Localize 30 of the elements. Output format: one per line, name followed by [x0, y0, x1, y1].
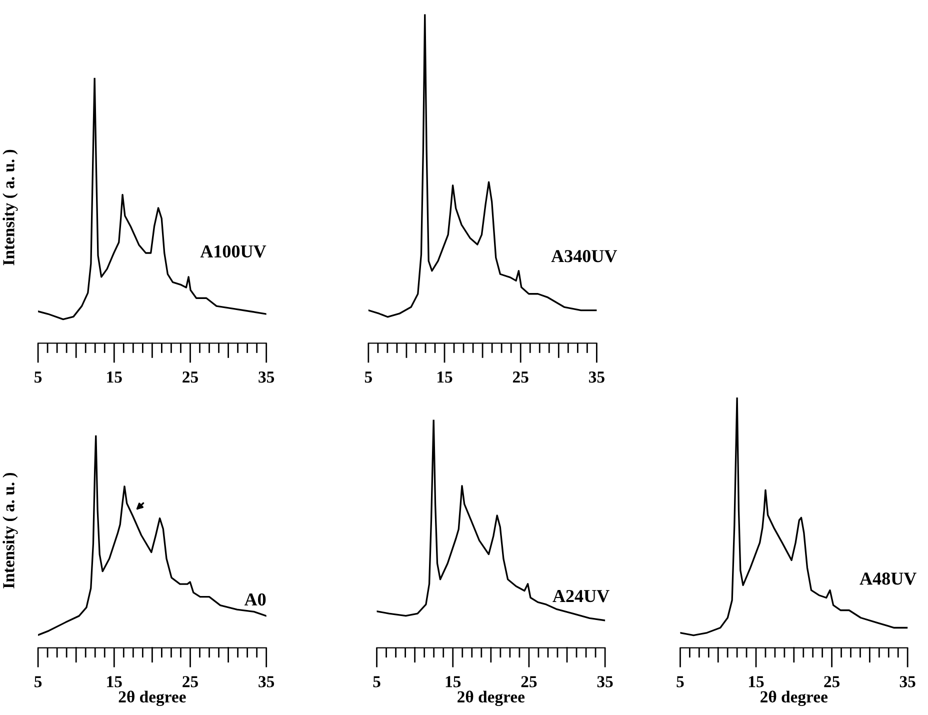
series-label: A0: [244, 593, 266, 606]
x-tick-label: 25: [182, 372, 198, 383]
x-tick-label: 25: [521, 676, 537, 688]
x-tick-label: 25: [512, 372, 528, 383]
x-tick-label: 35: [258, 372, 274, 383]
x-tick-label: 15: [446, 676, 461, 688]
x-tick-label: 5: [34, 372, 42, 383]
x-tick-label: 15: [107, 676, 122, 688]
y-axis-title: Intensity ( a. u. ): [2, 150, 18, 266]
x-tick-label: 5: [34, 676, 42, 688]
x-tick-label: 15: [749, 676, 764, 688]
series-label: A340UV: [551, 250, 618, 262]
x-axis-title: 2θ degree: [760, 690, 828, 706]
x-tick-label: 15: [107, 372, 122, 383]
x-tick-label: 25: [824, 676, 840, 688]
x-tick-label: 5: [676, 676, 684, 688]
x-tick-label: 5: [373, 676, 380, 688]
x-tick-label: 35: [597, 676, 613, 688]
x-tick-label: 5: [364, 372, 372, 383]
x-tick-label: 35: [900, 676, 916, 688]
series-label: A48UV: [860, 572, 916, 585]
x-tick-label: 35: [258, 676, 274, 688]
series-label: A100UV: [200, 245, 266, 258]
x-tick-label: 35: [589, 372, 604, 383]
x-tick-label: 15: [438, 372, 452, 383]
x-axis-title: 2θ degree: [118, 690, 186, 706]
series-label: A24UV: [552, 590, 610, 602]
x-tick-label: 25: [182, 676, 198, 688]
y-axis-title: Intensity ( a. u. ): [2, 472, 18, 588]
x-axis-title: 2θ degree: [458, 690, 525, 706]
